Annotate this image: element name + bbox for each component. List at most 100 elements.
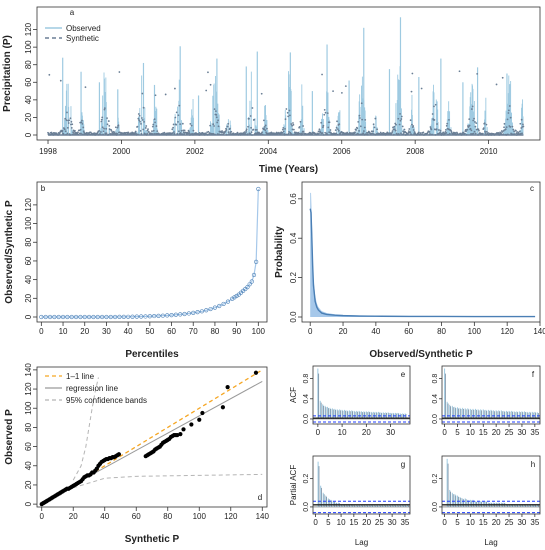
synthetic-point xyxy=(422,131,425,134)
synthetic-point xyxy=(163,131,166,134)
x-tick-label: 0 xyxy=(39,512,44,521)
qq-point xyxy=(189,422,194,427)
synthetic-point xyxy=(356,127,359,130)
qq-point xyxy=(200,410,205,416)
synthetic-point xyxy=(505,126,508,129)
qq-point xyxy=(181,427,186,432)
x-tick-label: 10 xyxy=(337,518,346,527)
quantile-point xyxy=(160,313,165,318)
synthetic-point xyxy=(446,122,449,125)
synthetic-point xyxy=(81,122,84,125)
quantile-point xyxy=(221,301,226,307)
synthetic-point xyxy=(66,126,69,129)
synthetic-point xyxy=(154,94,157,97)
synthetic-point xyxy=(400,115,403,118)
quantile-point xyxy=(169,313,174,318)
synthetic-point xyxy=(401,125,404,128)
y-axis-title: Partial ACF xyxy=(289,465,298,506)
synthetic-point xyxy=(501,76,504,79)
synthetic-point xyxy=(182,129,185,132)
synthetic-point xyxy=(362,132,365,135)
synthetic-point xyxy=(156,130,159,133)
synthetic-point xyxy=(359,125,362,128)
x-tick-label: 30 xyxy=(517,428,526,437)
y-tick-label: 0.0 xyxy=(432,414,439,424)
qq-point xyxy=(116,452,122,457)
synthetic-point xyxy=(116,132,119,135)
synthetic-point xyxy=(214,110,217,113)
synthetic-point xyxy=(209,83,212,86)
panel-letter: h xyxy=(531,460,535,469)
synthetic-point xyxy=(468,124,471,127)
x-tick-label: 100 xyxy=(193,512,207,521)
synthetic-point xyxy=(412,125,415,127)
x-tick-label: 35 xyxy=(530,518,539,527)
synthetic-point xyxy=(282,127,285,129)
panel-h: 0.0 0.2 0 5 10 15 20 25 30 35 Lag h xyxy=(432,455,541,547)
quantile-point xyxy=(178,312,183,317)
synthetic-point xyxy=(178,104,181,107)
quantile-point xyxy=(147,314,152,319)
synthetic-point xyxy=(146,129,149,132)
y-tick-label: 0 xyxy=(24,501,33,506)
synthetic-point xyxy=(151,125,154,128)
synthetic-point xyxy=(182,131,185,134)
synthetic-point xyxy=(471,105,474,108)
x-tick-label: 50 xyxy=(145,327,154,336)
synthetic-point xyxy=(317,130,320,133)
synthetic-point xyxy=(328,121,331,124)
synthetic-point xyxy=(399,119,402,122)
synthetic-point xyxy=(448,118,450,121)
synthetic-point xyxy=(520,127,523,129)
synthetic-point xyxy=(322,126,324,129)
synthetic-point xyxy=(521,132,523,135)
quantile-point xyxy=(73,314,79,320)
plot-frame xyxy=(301,181,541,323)
quantile-point xyxy=(39,314,44,320)
y-tick-label: 20 xyxy=(24,112,33,121)
quantile-point xyxy=(191,310,196,315)
synthetic-point xyxy=(411,123,413,126)
synthetic-point xyxy=(291,124,293,127)
synthetic-point xyxy=(298,125,301,128)
synthetic-point xyxy=(482,127,485,129)
x-tick-label: 40 xyxy=(371,327,380,336)
synthetic-point xyxy=(253,118,256,121)
synthetic-point xyxy=(394,129,397,132)
x-tick-label: 120 xyxy=(224,512,238,521)
synthetic-point xyxy=(359,117,361,119)
synthetic-point xyxy=(419,132,422,134)
x-tick-label: 0 xyxy=(316,428,321,437)
synthetic-point xyxy=(485,130,488,133)
synthetic-point xyxy=(409,131,412,134)
synthetic-point xyxy=(153,118,156,121)
synthetic-point xyxy=(140,117,143,119)
synthetic-point xyxy=(174,116,177,119)
synthetic-point xyxy=(522,125,525,128)
panel-b: 0 20 40 60 80 100 120 0 10 20 30 40 50 60 70 80 90 100 Obs… xyxy=(4,181,268,360)
synthetic-point xyxy=(483,122,486,125)
plot-frame xyxy=(312,365,411,425)
synthetic-point xyxy=(397,117,400,120)
x-tick-label: 60 xyxy=(167,327,176,336)
synthetic-point xyxy=(247,125,249,128)
synthetic-point xyxy=(101,116,104,119)
quantile-point xyxy=(199,309,205,314)
x-axis-title: Lag xyxy=(484,538,497,547)
synthetic-point xyxy=(136,125,139,128)
synthetic-point xyxy=(476,72,479,75)
synthetic-point xyxy=(266,127,268,130)
panel-e: 0.0 0.4 0.8 0 10 20 30 ACF e xyxy=(289,365,411,437)
synthetic-point xyxy=(254,129,257,131)
y-axis-title: Observed/Synthetic P xyxy=(4,200,15,304)
quantile-point xyxy=(143,314,148,319)
synthetic-point xyxy=(511,125,514,128)
synthetic-point xyxy=(512,128,515,131)
panel-d: 0 20 40 60 80 100 120 140 0 20 40 60 80 100 120 140 Obse… xyxy=(4,363,269,545)
ci-lower-band xyxy=(73,473,263,489)
x-tick-label: 40 xyxy=(100,512,109,521)
synthetic-point xyxy=(470,129,473,132)
synthetic-point xyxy=(506,118,509,121)
synthetic-point xyxy=(110,129,113,132)
synthetic-point xyxy=(472,119,475,122)
